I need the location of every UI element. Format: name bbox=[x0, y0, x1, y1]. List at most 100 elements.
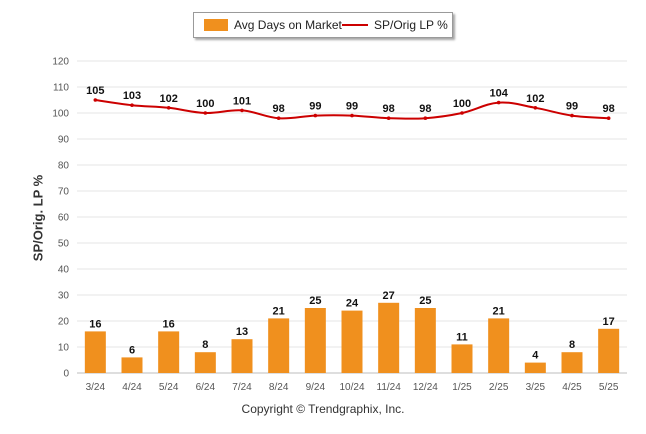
x-tick-label: 3/25 bbox=[526, 382, 546, 393]
line-point bbox=[533, 106, 538, 110]
data-labels: 16 6 16 8 13 21 25 24 27 25 11 21 4 8 17 105 103 102 100 10… bbox=[86, 85, 615, 362]
bar-value-label: 17 bbox=[603, 316, 615, 328]
bar bbox=[304, 308, 326, 373]
line-value-label: 103 bbox=[123, 90, 141, 102]
y-tick-label: 90 bbox=[58, 135, 70, 146]
line-point bbox=[203, 111, 208, 115]
y-tick-label: 60 bbox=[58, 213, 70, 224]
bar bbox=[231, 339, 253, 373]
y-tick-label: 20 bbox=[58, 317, 70, 328]
line-point bbox=[460, 111, 464, 115]
x-tick-label: 11/24 bbox=[377, 382, 402, 393]
line-point bbox=[166, 106, 171, 110]
line-value-label: 100 bbox=[453, 98, 471, 110]
bar bbox=[121, 357, 143, 373]
x-tick-label: 5/25 bbox=[599, 382, 619, 393]
line-series bbox=[93, 98, 611, 120]
line-value-label: 99 bbox=[346, 101, 358, 113]
bar bbox=[341, 310, 363, 373]
bar bbox=[414, 308, 436, 373]
x-tick-label: 12/24 bbox=[413, 382, 438, 393]
y-axis-ticks: 0 10 20 30 40 50 60 70 80 90 100 110 120 bbox=[52, 57, 69, 380]
bar bbox=[488, 318, 510, 373]
x-tick-label: 5/24 bbox=[159, 382, 179, 393]
line-point bbox=[606, 116, 611, 120]
bar-value-label: 25 bbox=[309, 295, 321, 307]
line-point bbox=[570, 113, 574, 118]
legend-bar-swatch bbox=[204, 19, 228, 31]
x-axis-ticks: 3/24 4/24 5/24 6/24 7/24 8/24 9/24 10/24 11/24 12… bbox=[86, 382, 619, 393]
line-value-label: 100 bbox=[196, 98, 214, 110]
bar-value-label: 24 bbox=[346, 298, 359, 310]
y-tick-label: 30 bbox=[58, 291, 70, 302]
line-value-label: 99 bbox=[309, 101, 321, 113]
line-value-label: 102 bbox=[159, 93, 177, 105]
bar bbox=[378, 302, 400, 373]
copyright-text: Copyright © Trendgraphix, Inc. bbox=[241, 402, 405, 416]
line-point bbox=[240, 108, 244, 113]
line-value-label: 98 bbox=[603, 103, 615, 115]
bar bbox=[524, 362, 546, 373]
y-tick-label: 0 bbox=[63, 369, 69, 380]
x-tick-label: 4/24 bbox=[122, 382, 142, 393]
line-value-label: 104 bbox=[489, 88, 508, 100]
line-value-label: 98 bbox=[383, 103, 395, 115]
line-point bbox=[93, 98, 98, 102]
line-point bbox=[423, 116, 428, 120]
legend-line-label: SP/Orig LP % bbox=[374, 18, 448, 32]
bar-value-label: 27 bbox=[383, 290, 395, 302]
y-tick-label: 70 bbox=[58, 187, 70, 198]
x-tick-label: 9/24 bbox=[306, 382, 326, 393]
legend: Avg Days on Market SP/Orig LP % bbox=[193, 12, 453, 38]
bar bbox=[268, 318, 290, 373]
bar-value-label: 25 bbox=[419, 295, 431, 307]
x-tick-label: 6/24 bbox=[196, 382, 216, 393]
x-tick-label: 4/25 bbox=[562, 382, 582, 393]
bar-value-label: 16 bbox=[163, 318, 175, 330]
y-tick-label: 40 bbox=[58, 265, 70, 276]
line-point bbox=[386, 116, 391, 120]
line-point bbox=[276, 116, 281, 120]
bar bbox=[84, 331, 106, 373]
x-tick-label: 3/24 bbox=[86, 382, 106, 393]
y-tick-label: 110 bbox=[53, 83, 69, 94]
bar bbox=[194, 352, 216, 373]
x-tick-label: 7/24 bbox=[232, 382, 252, 393]
x-tick-label: 8/24 bbox=[269, 382, 289, 393]
line-value-label: 105 bbox=[86, 85, 104, 97]
line-value-label: 101 bbox=[233, 95, 251, 107]
legend-bar-label: Avg Days on Market bbox=[234, 18, 342, 32]
y-tick-label: 120 bbox=[52, 57, 69, 68]
line-value-label: 98 bbox=[273, 103, 285, 115]
legend-line-swatch bbox=[342, 24, 368, 26]
line-value-label: 98 bbox=[419, 103, 431, 115]
line-point bbox=[496, 100, 501, 105]
bar bbox=[158, 331, 180, 373]
x-tick-label: 10/24 bbox=[339, 382, 364, 393]
line-value-label: 99 bbox=[566, 101, 578, 113]
y-tick-label: 50 bbox=[58, 239, 70, 250]
y-tick-label: 100 bbox=[52, 109, 69, 120]
bar-series bbox=[84, 302, 620, 373]
gridlines bbox=[77, 60, 627, 374]
bar-value-label: 13 bbox=[236, 326, 248, 338]
line-value-label: 102 bbox=[526, 93, 544, 105]
x-tick-label: 1/25 bbox=[452, 382, 472, 393]
bar-value-label: 8 bbox=[202, 339, 208, 351]
y-tick-label: 80 bbox=[58, 161, 70, 172]
y-axis-label: SP/Orig. LP % bbox=[30, 174, 46, 262]
bar bbox=[451, 344, 473, 373]
bar-value-label: 21 bbox=[273, 305, 285, 317]
bar-value-label: 8 bbox=[569, 339, 575, 351]
bar-value-label: 21 bbox=[493, 305, 505, 317]
bar-value-label: 6 bbox=[129, 344, 135, 356]
bar-value-label: 16 bbox=[89, 318, 101, 330]
y-tick-label: 10 bbox=[58, 343, 70, 354]
line-point bbox=[130, 103, 134, 107]
bar-value-label: 11 bbox=[456, 331, 468, 343]
line-point bbox=[350, 113, 354, 118]
x-tick-label: 2/25 bbox=[489, 382, 509, 393]
bar bbox=[561, 352, 583, 373]
bar-value-label: 4 bbox=[532, 350, 539, 362]
